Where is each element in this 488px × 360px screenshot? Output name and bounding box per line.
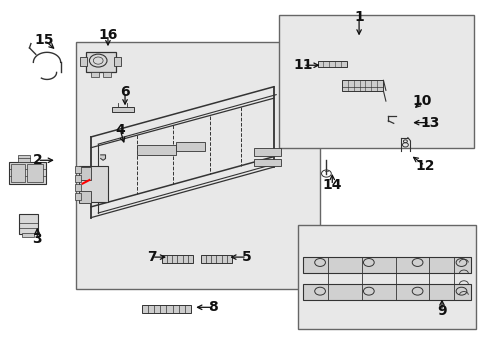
Bar: [317, 60, 346, 67]
Bar: [75, 184, 81, 191]
Bar: [112, 107, 134, 112]
Text: 6: 6: [120, 85, 130, 99]
Bar: [303, 257, 470, 273]
Bar: [75, 193, 81, 200]
Bar: [254, 159, 281, 166]
Bar: [103, 72, 111, 77]
Text: 5: 5: [242, 250, 251, 264]
Bar: [176, 142, 205, 151]
Bar: [303, 284, 470, 300]
Polygon shape: [101, 155, 105, 160]
Text: 15: 15: [35, 33, 54, 47]
Bar: [254, 148, 281, 156]
Bar: [137, 145, 176, 155]
Bar: [200, 255, 232, 263]
Bar: [298, 225, 475, 329]
Bar: [18, 155, 30, 162]
Bar: [161, 255, 193, 263]
Text: 3: 3: [32, 232, 42, 246]
Text: 8: 8: [207, 300, 217, 314]
Bar: [11, 163, 25, 182]
Text: 16: 16: [98, 28, 118, 42]
Text: 14: 14: [322, 178, 341, 192]
Text: 10: 10: [412, 94, 431, 108]
Text: 11: 11: [293, 58, 312, 72]
Bar: [142, 305, 190, 313]
Text: 9: 9: [436, 304, 446, 318]
Bar: [114, 57, 121, 66]
Bar: [341, 80, 383, 91]
Bar: [22, 233, 34, 237]
Bar: [79, 167, 91, 180]
Bar: [75, 166, 81, 173]
Bar: [19, 214, 38, 234]
Bar: [91, 72, 99, 77]
Bar: [9, 162, 46, 184]
Bar: [76, 42, 320, 289]
Text: 4: 4: [115, 123, 125, 137]
Text: 1: 1: [353, 10, 363, 24]
Text: 12: 12: [414, 159, 434, 173]
Text: 7: 7: [147, 250, 156, 264]
Bar: [26, 163, 43, 182]
Bar: [80, 57, 87, 66]
Bar: [86, 51, 116, 72]
Bar: [79, 191, 91, 203]
Bar: [75, 175, 81, 182]
Bar: [79, 166, 108, 202]
Text: 13: 13: [419, 116, 439, 130]
Text: 2: 2: [32, 153, 42, 167]
Bar: [278, 15, 473, 148]
